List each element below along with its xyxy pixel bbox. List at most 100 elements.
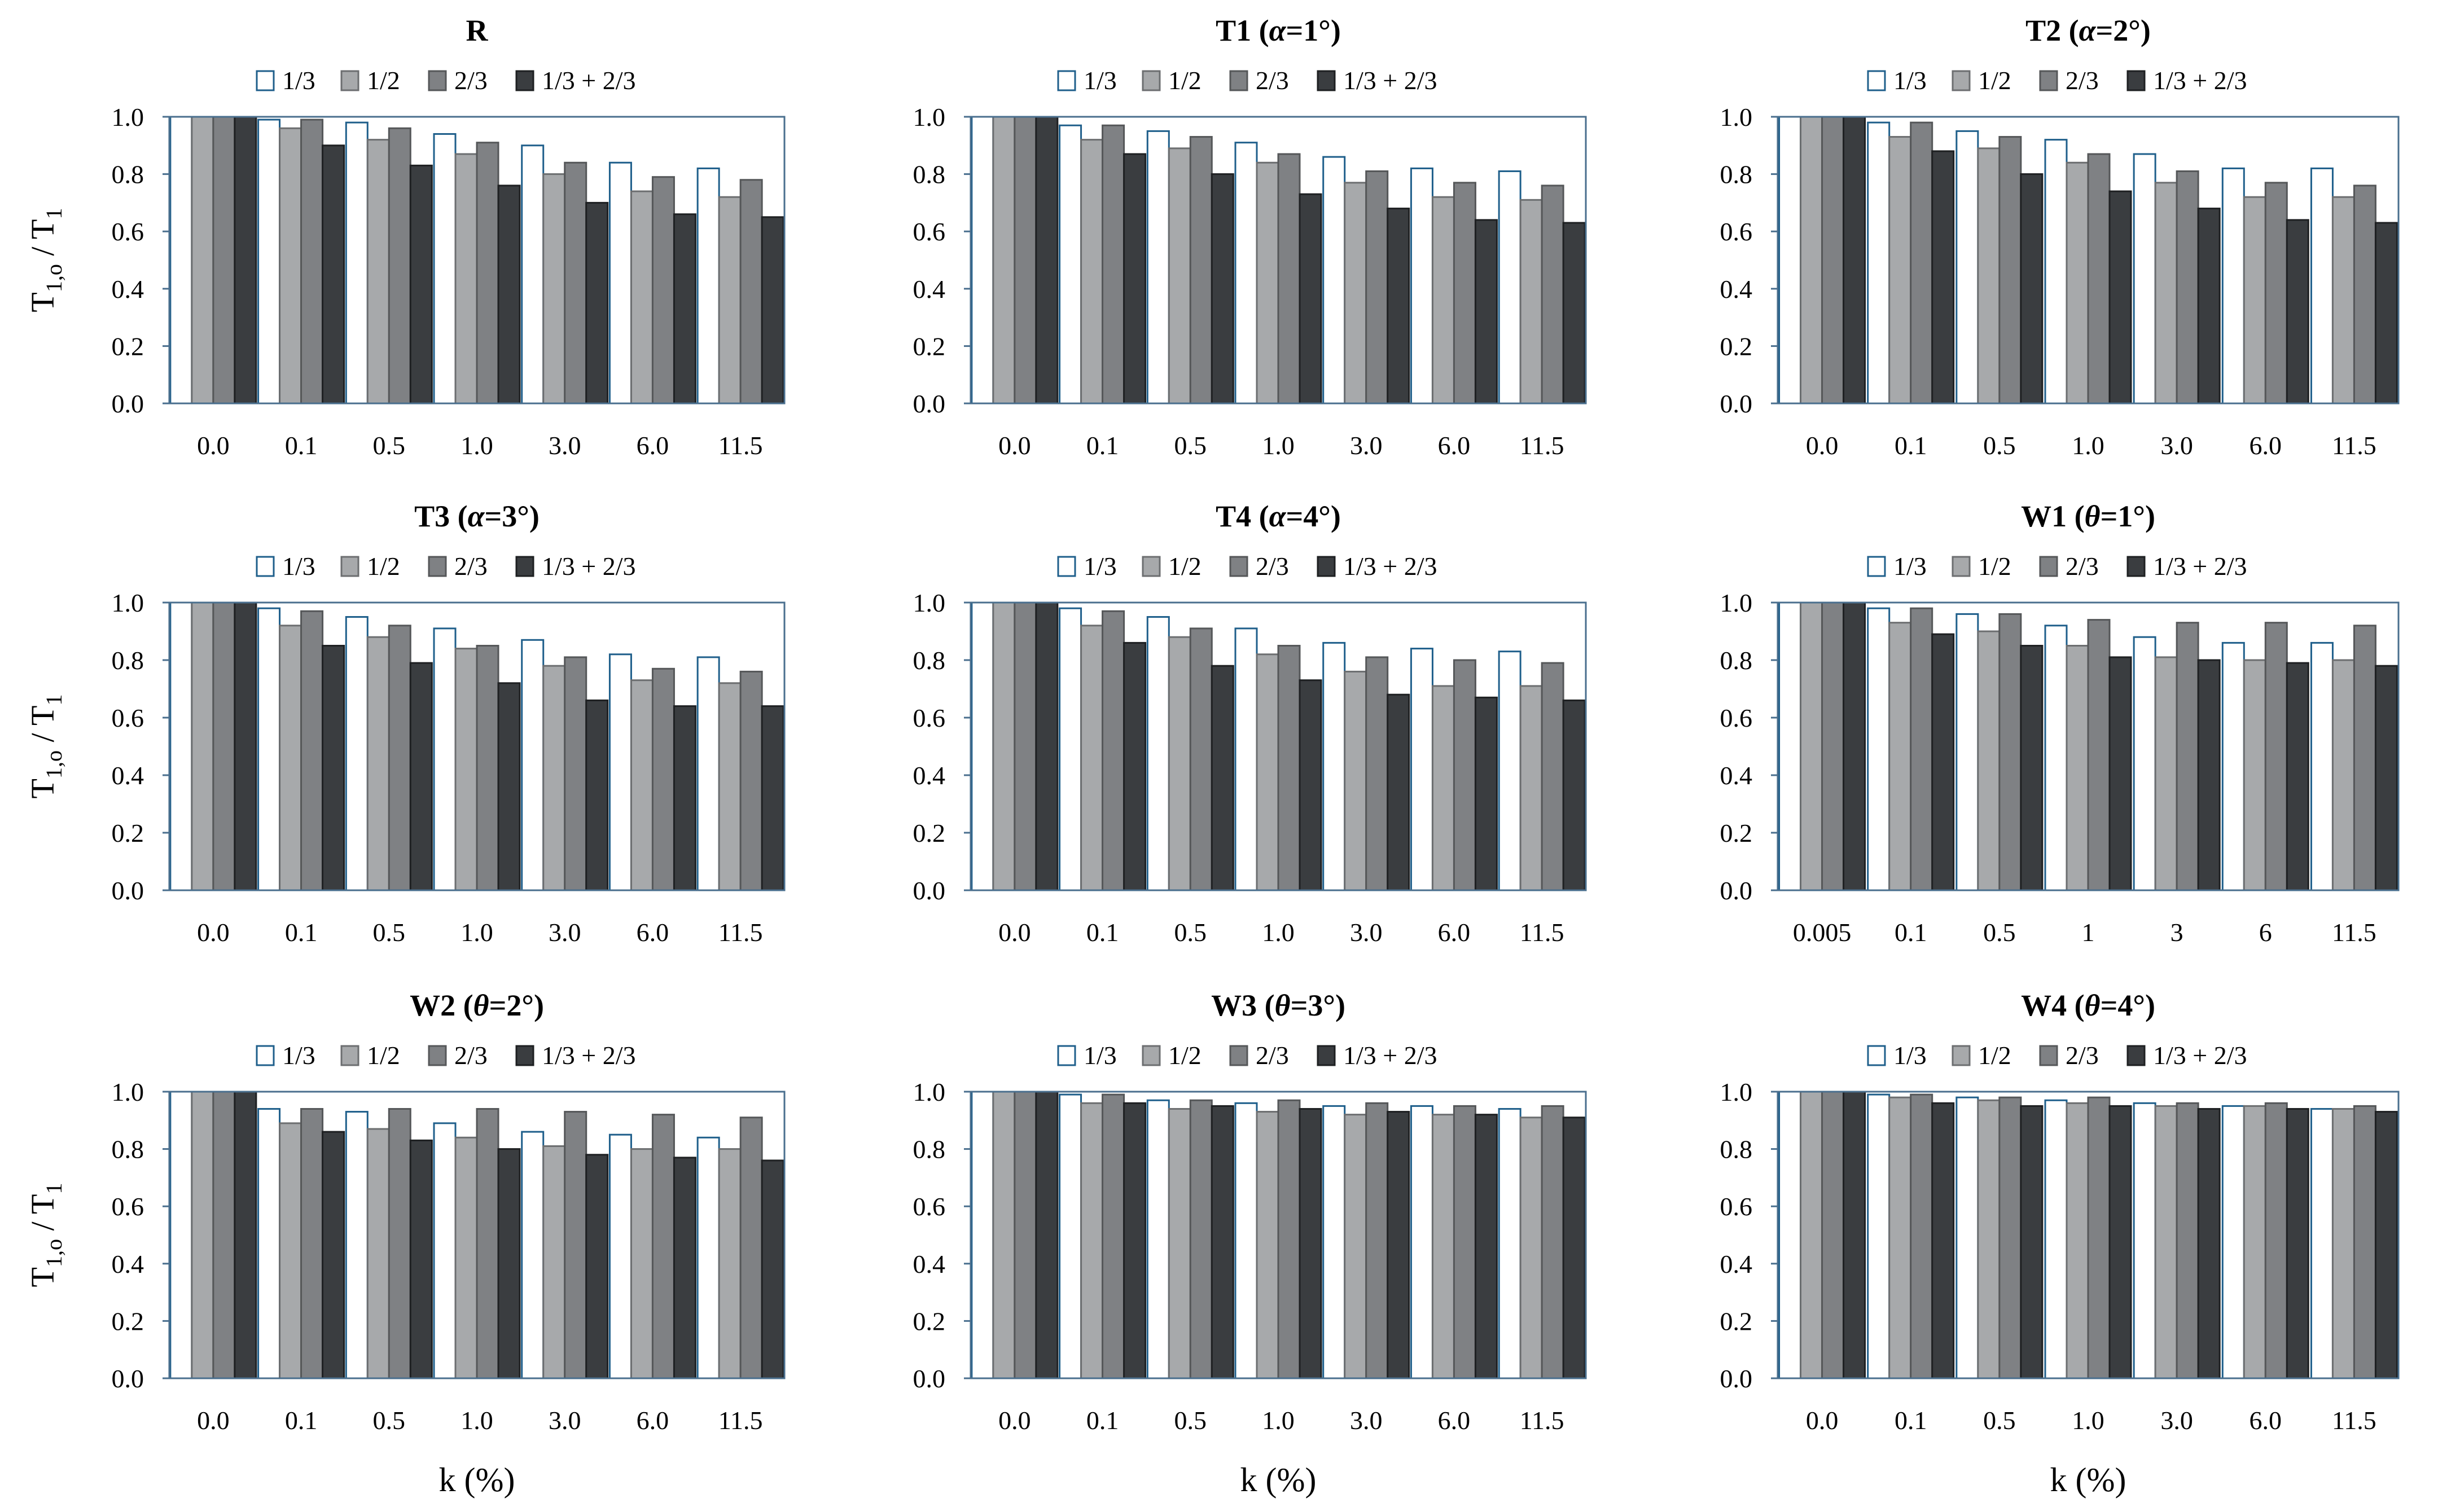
legend-label: 2/3 xyxy=(2066,66,2099,95)
bar-3 xyxy=(1910,121,1933,405)
bar-3 xyxy=(1014,1091,1037,1379)
y-tick-label: 0.8 xyxy=(1720,160,1753,189)
legend-label: 1/3 + 2/3 xyxy=(1343,66,1437,95)
bar-4 xyxy=(497,1148,521,1379)
y-tick-label: 0.8 xyxy=(913,160,946,189)
bar-3 xyxy=(388,1107,411,1379)
y-tick-label: 0.4 xyxy=(112,275,144,304)
bar-1 xyxy=(2044,139,2068,405)
bar-4 xyxy=(234,1091,257,1379)
legend-swatch-4 xyxy=(1317,1045,1336,1066)
legend-label: 1/3 + 2/3 xyxy=(1343,1041,1437,1070)
bar-1 xyxy=(2044,625,2068,891)
y-axis-label-sub2: 1 xyxy=(41,1183,67,1194)
legend-label: 1/3 + 2/3 xyxy=(542,66,636,95)
bar-1 xyxy=(971,601,994,891)
plot-frame xyxy=(1777,116,2400,405)
bar-3 xyxy=(651,1114,675,1379)
bar-1 xyxy=(169,1091,193,1379)
bar-4 xyxy=(1843,601,1866,891)
chart-panel-9: W4 (θ=4°) 1/3 1/2 2/3 1/3 + 2/3 0.0 0.2 0.4 0.6 0… xyxy=(1720,988,2400,1498)
chart-title-rest: =1°) xyxy=(2101,499,2155,533)
bar-2 xyxy=(992,601,1016,891)
y-axis-label: T1,o / T1 xyxy=(24,208,67,313)
bar-3 xyxy=(388,127,411,405)
bar-4 xyxy=(761,1159,784,1379)
bar-3 xyxy=(651,176,675,405)
y-axis-label-sub2: 1 xyxy=(41,695,67,706)
bar-2 xyxy=(542,173,566,405)
y-axis-label-main: T xyxy=(24,292,61,312)
bar-4 xyxy=(2374,222,2398,405)
bar-1 xyxy=(1955,613,1979,891)
y-axis-label-sep: / T xyxy=(24,219,61,265)
bar-1 xyxy=(608,653,632,891)
bar-4 xyxy=(1387,693,1410,891)
x-tick-label: 0.0 xyxy=(1806,431,1839,460)
bar-2 xyxy=(191,601,214,891)
bar-2 xyxy=(718,682,742,891)
bar-4 xyxy=(1299,679,1322,891)
bar-3 xyxy=(2264,622,2288,891)
bar-3 xyxy=(2087,1096,2111,1379)
x-tick-label: 11.5 xyxy=(718,918,763,947)
chart-panel-5: T4 (α=4°) 1/3 1/2 2/3 1/3 + 2/3 0.0 0.2 0.4 0.6 0… xyxy=(913,499,1587,947)
bar-4 xyxy=(1474,219,1498,405)
bar-1 xyxy=(1322,641,1346,891)
bar-1 xyxy=(2044,1099,2068,1379)
bar-3 xyxy=(739,1117,763,1379)
y-tick-label: 0.8 xyxy=(112,1135,144,1164)
x-tick-label: 3.0 xyxy=(549,1406,581,1435)
bar-2 xyxy=(1977,630,2001,891)
bar-2 xyxy=(2154,182,2178,405)
bar-1 xyxy=(1498,650,1521,891)
bar-2 xyxy=(279,1122,302,1379)
bar-4 xyxy=(2286,662,2309,891)
legend-label: 1/3 + 2/3 xyxy=(542,552,636,581)
bar-4 xyxy=(1562,1117,1586,1379)
bar-2 xyxy=(1800,1091,1823,1379)
y-tick-label: 0.4 xyxy=(913,761,946,790)
x-tick-label: 0.0 xyxy=(998,1406,1031,1435)
legend-swatch-4 xyxy=(2126,1045,2146,1066)
chart-title-greek: α xyxy=(1269,14,1287,47)
bar-4 xyxy=(761,216,784,405)
legend-swatch-3 xyxy=(2039,1045,2058,1066)
x-tick-label: 3.0 xyxy=(549,918,581,947)
bar-2 xyxy=(1519,199,1543,405)
bar-2 xyxy=(191,116,214,405)
bar-4 xyxy=(2286,219,2309,405)
legend-label: 1/3 xyxy=(282,552,315,581)
plot-frame xyxy=(168,601,786,891)
bar-4 xyxy=(585,1154,609,1379)
legend-label: 1/3 xyxy=(1084,66,1117,95)
legend-swatch-2 xyxy=(1952,1045,1971,1066)
legend-swatch-1 xyxy=(256,70,275,91)
y-tick-label: 0.6 xyxy=(1720,704,1753,732)
chart-title-rest: =4°) xyxy=(1286,499,1341,533)
bar-3 xyxy=(300,118,324,405)
y-tick-label: 0.6 xyxy=(913,1192,946,1221)
bar-2 xyxy=(2331,196,2355,405)
bar-4 xyxy=(409,164,433,405)
legend-swatch-3 xyxy=(1229,70,1248,91)
x-tick-label: 1.0 xyxy=(2072,1406,2104,1435)
chart-title-greek: θ xyxy=(1275,988,1291,1022)
x-tick-label: 0.5 xyxy=(1983,431,2016,460)
y-tick-label: 0.0 xyxy=(913,876,946,905)
chart-title-rest: =3°) xyxy=(1291,988,1345,1022)
bar-4 xyxy=(1387,208,1410,405)
y-tick-label: 0.0 xyxy=(1720,389,1753,418)
bar-4 xyxy=(1035,116,1059,405)
bar-2 xyxy=(2331,659,2355,891)
bar-3 xyxy=(1014,116,1037,405)
bar-4 xyxy=(1123,153,1147,405)
bar-3 xyxy=(1453,1105,1476,1379)
legend-swatch-4 xyxy=(2126,556,2146,577)
legend-label: 2/3 xyxy=(1256,552,1289,581)
legend-swatch-2 xyxy=(340,1045,359,1066)
x-tick-label: 0.0 xyxy=(197,918,230,947)
x-tick-label: 0.1 xyxy=(285,918,318,947)
bar-4 xyxy=(1931,150,1955,405)
bar-1 xyxy=(2310,167,2334,405)
